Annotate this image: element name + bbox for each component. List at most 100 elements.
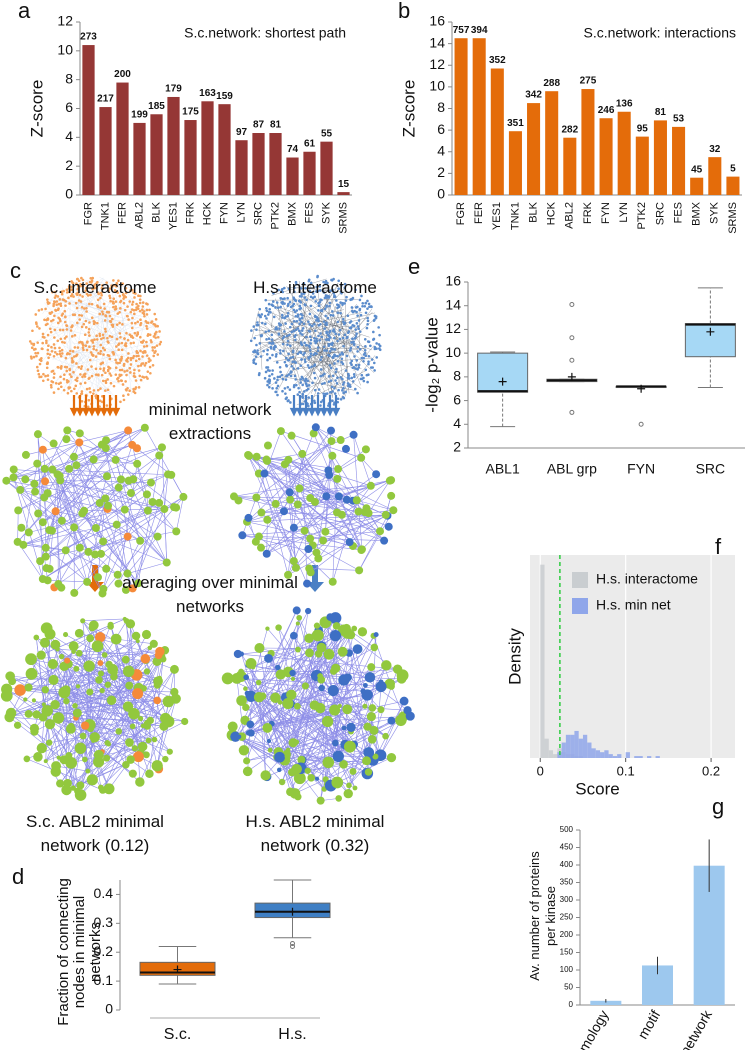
network-edge xyxy=(6,442,80,481)
network-node xyxy=(311,381,314,385)
network-node xyxy=(94,286,98,290)
network-edge xyxy=(248,687,322,734)
network-node xyxy=(320,308,324,312)
network-edge xyxy=(84,679,100,726)
network-edge xyxy=(315,427,341,441)
network-node xyxy=(147,478,156,487)
network-node xyxy=(285,754,291,760)
network-node xyxy=(293,702,301,710)
network-edge xyxy=(290,617,300,705)
network-node xyxy=(254,469,263,478)
network-node xyxy=(44,719,56,730)
network-node xyxy=(337,646,348,657)
network-node xyxy=(363,304,367,308)
network-edge xyxy=(310,282,338,373)
bar xyxy=(635,136,649,195)
bar-label: 175 xyxy=(182,107,199,118)
network-node xyxy=(103,389,107,392)
network-node xyxy=(80,276,83,280)
network-node xyxy=(366,319,370,323)
network-node xyxy=(295,646,301,653)
histogram-bar xyxy=(604,750,609,758)
network-node xyxy=(349,320,353,323)
network-node xyxy=(128,769,137,778)
network-node xyxy=(108,294,111,298)
network-edge xyxy=(71,342,113,350)
network-node xyxy=(80,314,84,317)
network-node xyxy=(305,648,314,658)
network-node xyxy=(258,314,262,318)
network-node xyxy=(343,282,347,286)
network-node xyxy=(9,473,18,482)
network-node xyxy=(255,323,259,327)
network-node xyxy=(70,335,74,338)
network-node xyxy=(52,304,55,308)
network-edge xyxy=(251,311,259,340)
network-node xyxy=(358,307,362,311)
x-tick-label: FRK xyxy=(184,201,196,224)
network-node xyxy=(365,373,369,377)
network-node xyxy=(86,634,95,643)
network-edge xyxy=(266,519,268,554)
network-node xyxy=(137,741,148,752)
network-node xyxy=(290,676,296,682)
network-node xyxy=(81,284,85,288)
network-node xyxy=(362,376,365,380)
network-node xyxy=(137,715,144,722)
network-node xyxy=(138,309,142,313)
network-node xyxy=(327,338,331,342)
network-edge xyxy=(45,689,112,701)
network-node xyxy=(349,326,353,330)
panel-letter: f xyxy=(715,534,722,559)
network-edge xyxy=(339,635,374,707)
network-node xyxy=(361,301,365,305)
network-node xyxy=(293,286,296,290)
network-node xyxy=(109,381,113,385)
network-node xyxy=(117,379,120,383)
network-node xyxy=(318,684,325,692)
network-node xyxy=(106,695,117,706)
network-node xyxy=(106,741,112,747)
network-node xyxy=(87,327,91,331)
network-node xyxy=(268,374,271,378)
network-node xyxy=(55,352,59,356)
network-node xyxy=(153,696,162,705)
bar-label: 185 xyxy=(148,101,165,112)
network-edge xyxy=(13,469,39,514)
network-edge xyxy=(295,507,367,569)
network-node xyxy=(343,321,347,325)
network-node xyxy=(105,281,108,284)
network-node xyxy=(355,332,358,336)
network-node xyxy=(2,476,11,485)
network-node xyxy=(325,392,329,395)
network-node xyxy=(277,288,280,292)
network-edge xyxy=(322,515,388,541)
network-edge xyxy=(70,728,155,740)
network-node xyxy=(34,347,37,351)
network-node xyxy=(297,299,301,303)
network-node xyxy=(76,285,80,288)
network-node xyxy=(403,706,412,715)
network-edge xyxy=(342,303,358,321)
network-node xyxy=(274,381,278,384)
x-tick-label: BMX xyxy=(691,201,703,226)
network-node xyxy=(309,429,318,438)
network-node xyxy=(50,699,60,710)
bar-label: 159 xyxy=(216,91,233,102)
x-tick-label: TNK1 xyxy=(99,202,111,230)
network-edge xyxy=(127,562,167,574)
network-title: H.s. interactome xyxy=(253,278,377,297)
network-node xyxy=(118,368,122,372)
network-node xyxy=(90,374,94,378)
network-node xyxy=(368,305,371,309)
network-edge xyxy=(338,485,371,497)
network-node xyxy=(60,292,64,296)
network-edge xyxy=(95,307,110,404)
network-node xyxy=(145,344,149,348)
network-node xyxy=(303,358,307,361)
network-node xyxy=(156,335,160,339)
network-edge xyxy=(60,356,84,394)
network-node xyxy=(332,403,336,406)
network-node xyxy=(340,360,343,364)
network-edge xyxy=(76,444,133,466)
